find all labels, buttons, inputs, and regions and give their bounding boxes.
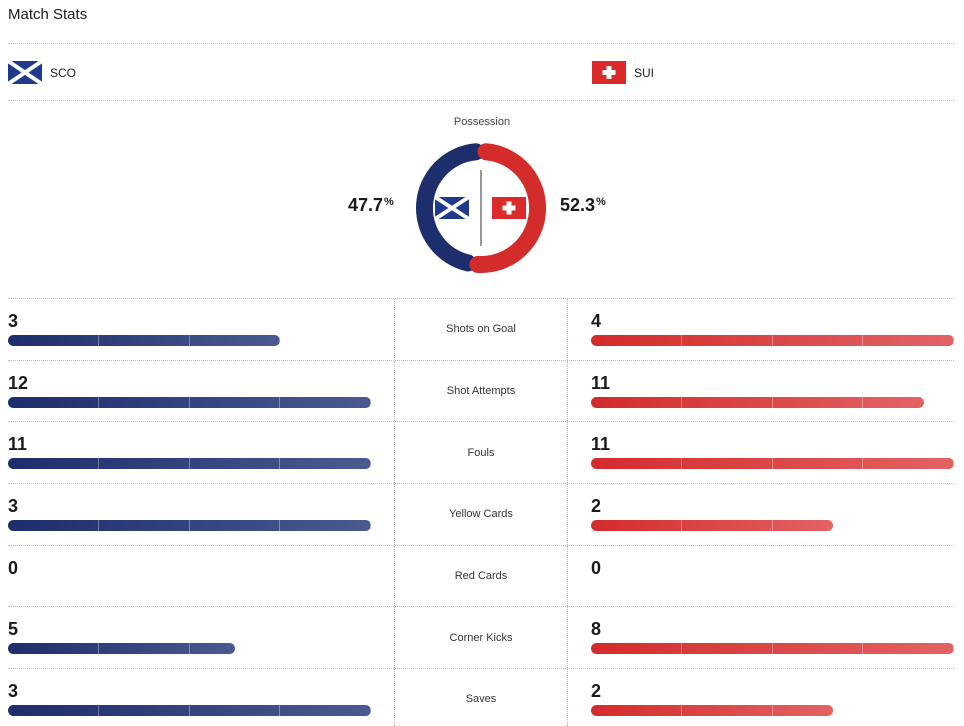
stat-label: Saves: [394, 669, 568, 726]
away-team: SUI: [592, 61, 654, 84]
stat-label: Corner Kicks: [394, 607, 568, 669]
stat-label: Red Cards: [394, 545, 568, 607]
stat-label: Shots on Goal: [394, 299, 568, 360]
away-stat-value: 2: [591, 496, 602, 517]
away-stat-bar: [591, 520, 833, 532]
home-stat-bar: [8, 335, 281, 346]
home-possession-arc: [416, 143, 485, 272]
away-stat-bar: [591, 396, 924, 408]
home-stat-value: 3: [8, 496, 19, 517]
away-team-abbr: SUI: [634, 65, 655, 80]
home-stat-value: 5: [8, 619, 19, 640]
home-stat-bar: [8, 520, 371, 532]
away-stat-bar: [591, 335, 954, 346]
switzerland-flag-icon: [492, 197, 526, 219]
home-possession-value: 47.7%: [348, 195, 394, 215]
away-stat-value: 4: [591, 311, 602, 331]
home-stat-value: 3: [8, 311, 19, 331]
scotland-flag-icon: [8, 61, 42, 84]
possession-donut-chart: [416, 143, 547, 273]
stat-row: 5 Corner Kicks 8: [8, 606, 954, 669]
possession-label: Possession: [453, 116, 511, 128]
home-stat-value: 0: [8, 557, 19, 578]
scotland-flag-icon: [433, 195, 471, 221]
home-team-abbr: SCO: [50, 65, 77, 80]
stat-label: Shot Attempts: [394, 360, 568, 422]
away-stat-value: 11: [591, 434, 611, 455]
away-stat-bar: [591, 705, 833, 717]
home-stat-value: 12: [8, 372, 29, 393]
stat-row: 0 Red Cards 0: [8, 544, 954, 607]
home-stat-value: 3: [8, 681, 19, 702]
stat-row: 11 Fouls 11: [8, 421, 954, 484]
home-stat-bar: [8, 396, 371, 408]
away-stat-value: 11: [591, 372, 611, 393]
home-stat-bar: [8, 458, 371, 470]
stat-label: Fouls: [394, 422, 568, 484]
home-stat-bar: [8, 705, 371, 717]
stat-row: 3 Shots on Goal 4: [8, 298, 954, 360]
stat-row: 3 Yellow Cards 2: [8, 483, 954, 545]
away-stat-bar: [591, 458, 954, 470]
stat-row: 3 Saves 2: [8, 668, 954, 726]
stats-table: 3 Shots on Goal 4 12 Shot Attempts 11 11 Fouls 1…: [8, 298, 954, 726]
stat-row: 12 Shot Attempts 11: [8, 359, 954, 422]
stat-label: Yellow Cards: [394, 484, 568, 545]
away-possession-arc: [469, 143, 547, 273]
divider: [8, 100, 954, 101]
away-stat-value: 8: [591, 619, 602, 640]
away-stat-value: 0: [591, 557, 602, 578]
away-stat-value: 2: [591, 681, 602, 702]
away-possession-value: 52.3%: [560, 195, 606, 215]
home-stat-value: 11: [8, 434, 28, 455]
divider: [8, 43, 954, 44]
home-stat-bar: [8, 643, 235, 655]
home-team: SCO: [8, 61, 76, 84]
switzerland-flag-icon: [592, 61, 626, 84]
page-title: Match Stats: [8, 6, 88, 23]
away-stat-bar: [591, 643, 954, 655]
